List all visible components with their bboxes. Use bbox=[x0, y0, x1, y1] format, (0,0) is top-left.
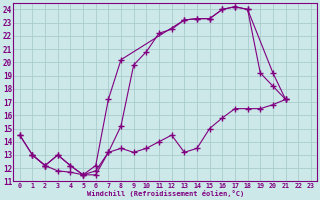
X-axis label: Windchill (Refroidissement éolien,°C): Windchill (Refroidissement éolien,°C) bbox=[87, 190, 244, 197]
